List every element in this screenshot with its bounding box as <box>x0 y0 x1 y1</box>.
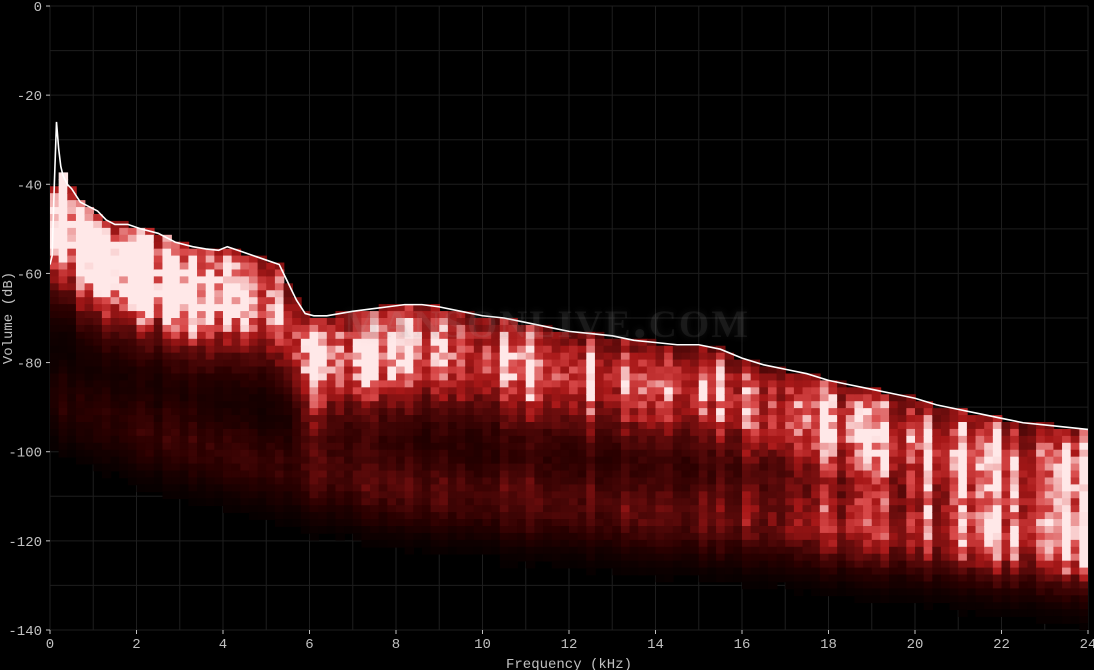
y-tick-label: -120 <box>8 535 42 551</box>
x-tick-label: 22 <box>993 637 1010 653</box>
x-tick-label: 10 <box>474 637 491 653</box>
y-axis-label: Volume (dB) <box>1 272 17 364</box>
x-tick-label: 6 <box>305 637 313 653</box>
x-tick-label: 24 <box>1080 637 1094 653</box>
x-tick-label: 14 <box>647 637 664 653</box>
y-tick-label: -100 <box>8 446 42 462</box>
chart-svg: 0246810121416182022240-20-40-60-80-100-1… <box>0 0 1094 670</box>
y-tick-label: -40 <box>17 178 42 194</box>
x-tick-label: 18 <box>820 637 837 653</box>
spectrum-chart: 0246810121416182022240-20-40-60-80-100-1… <box>0 0 1094 670</box>
x-tick-label: 8 <box>392 637 400 653</box>
x-tick-label: 16 <box>734 637 751 653</box>
y-tick-label: -140 <box>8 624 42 640</box>
y-tick-label: -80 <box>17 357 42 373</box>
x-tick-label: 0 <box>46 637 54 653</box>
x-tick-label: 2 <box>132 637 140 653</box>
y-tick-label: 0 <box>34 0 42 16</box>
y-tick-label: -60 <box>17 267 42 283</box>
x-tick-label: 12 <box>561 637 578 653</box>
x-axis-label: Frequency (kHz) <box>506 657 632 670</box>
x-tick-label: 4 <box>219 637 227 653</box>
x-tick-label: 20 <box>907 637 924 653</box>
y-tick-label: -20 <box>17 89 42 105</box>
